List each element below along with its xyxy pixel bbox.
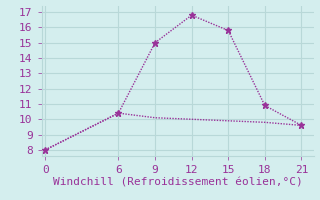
X-axis label: Windchill (Refroidissement éolien,°C): Windchill (Refroidissement éolien,°C) — [53, 178, 302, 188]
